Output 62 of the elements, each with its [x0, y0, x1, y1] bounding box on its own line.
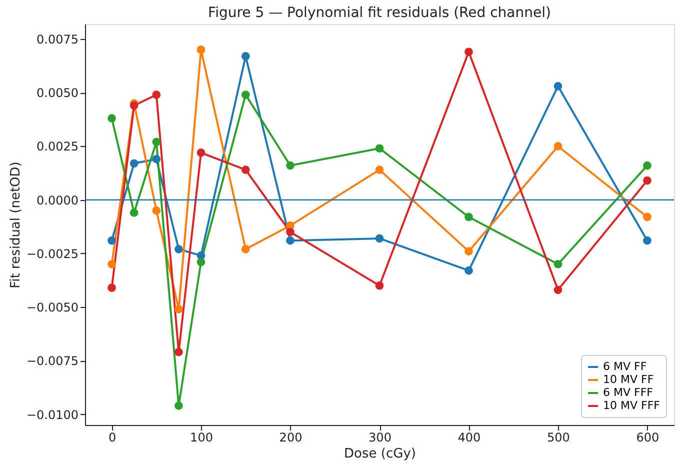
- point: [286, 161, 294, 170]
- y-tick-label: −0.0025: [26, 246, 78, 261]
- legend-label: 6 MV FF: [603, 360, 647, 373]
- point: [643, 212, 652, 222]
- x-tick-label: 600: [636, 430, 660, 444]
- point: [286, 228, 294, 236]
- legend-label: 10 MV FF: [603, 373, 654, 386]
- point: [241, 52, 250, 60]
- point: [152, 154, 161, 164]
- point: [152, 138, 161, 146]
- x-tick-label: 300: [368, 430, 392, 444]
- point: [554, 142, 562, 150]
- point: [375, 281, 384, 290]
- point: [241, 90, 250, 99]
- point: [174, 402, 183, 410]
- y-tick-label: −0.0050: [26, 300, 78, 315]
- point: [196, 46, 206, 54]
- y-tick-label: 0.0025: [36, 140, 78, 154]
- x-tick-label: 0: [108, 430, 116, 444]
- x-tick-label: 500: [547, 430, 570, 444]
- point: [174, 305, 183, 314]
- point: [241, 166, 250, 174]
- y-tick-label: 0.0075: [36, 32, 78, 47]
- x-tick-label: 400: [458, 430, 481, 444]
- x-axis-title: Dose (cGy): [344, 446, 416, 462]
- y-axis-title: Fit residual (netOD): [8, 162, 24, 288]
- point: [108, 284, 116, 292]
- y-tick-label: 0.0000: [36, 193, 78, 208]
- point: [464, 247, 473, 256]
- point: [174, 244, 183, 254]
- point: [375, 166, 384, 174]
- point: [554, 286, 562, 294]
- point: [286, 236, 294, 245]
- point: [643, 236, 652, 245]
- point: [108, 236, 116, 245]
- point: [464, 266, 473, 275]
- point: [152, 90, 161, 99]
- point: [241, 244, 250, 254]
- point: [196, 258, 206, 266]
- y-tick-label: 0.0050: [36, 86, 78, 100]
- point: [152, 206, 161, 215]
- point: [196, 148, 206, 157]
- chart-title: Figure 5 — Polynomial fit residuals (Red channel): [208, 5, 551, 21]
- point: [375, 144, 384, 153]
- point: [130, 208, 138, 217]
- point: [554, 82, 562, 90]
- point: [464, 212, 473, 222]
- point: [643, 161, 652, 170]
- point: [130, 159, 138, 168]
- legend-label: 6 MV FFF: [603, 386, 653, 399]
- point: [643, 176, 652, 185]
- point: [108, 114, 116, 123]
- point: [375, 234, 384, 243]
- y-tick-label: −0.0100: [26, 408, 78, 422]
- point: [464, 48, 473, 56]
- y-tick-label: −0.0075: [26, 354, 78, 368]
- point: [554, 260, 562, 268]
- x-tick-label: 100: [190, 430, 213, 444]
- x-tick-label: 200: [279, 430, 302, 444]
- legend-label: 10 MV FFF: [603, 399, 660, 412]
- point: [174, 348, 183, 356]
- point: [108, 260, 116, 268]
